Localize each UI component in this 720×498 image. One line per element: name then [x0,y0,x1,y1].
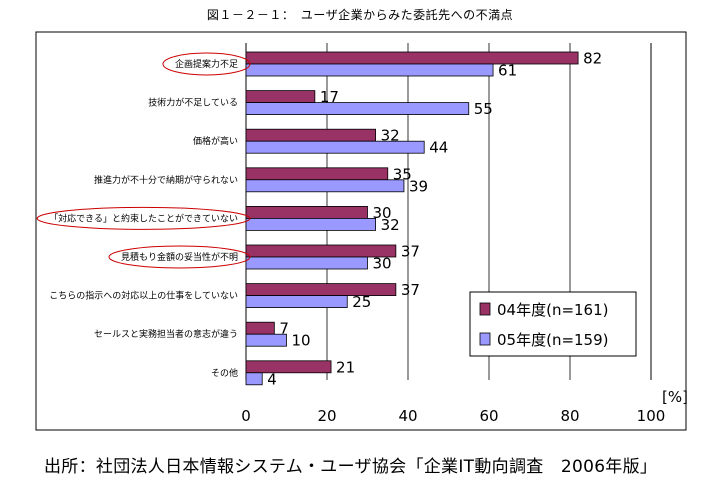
x-tick-label: 60 [479,407,498,425]
bar-04 [245,321,275,335]
bar-05 [245,295,348,309]
legend-swatch-04 [479,302,491,316]
bar-04 [245,90,316,103]
category-label: セールスと実務担当者の意志が違う [94,328,238,340]
bar-05 [245,372,263,386]
value-label: 17 [320,88,339,106]
category-label: こちらの指示への対応以上の仕事をしていない [49,290,238,302]
bar-05 [245,256,368,270]
bar-05 [245,333,287,347]
bar-05 [245,179,405,193]
chart-frame [35,31,687,431]
bar-05 [245,140,425,154]
value-label: 21 [336,358,355,376]
value-label: 39 [409,177,428,195]
bar-04 [245,205,368,219]
x-axis-unit-label: [%] [662,388,688,406]
value-label: 25 [352,293,371,311]
x-tick-label: 40 [398,407,417,425]
category-label: その他 [211,367,238,379]
value-label: 30 [373,204,392,222]
bar-04 [245,360,332,374]
highlight-ellipse [162,52,251,76]
bars [245,51,579,386]
chart-title: 図１－２－１： ユーザ企業からみた委託先への不満点 [206,8,514,22]
x-tick-label: 80 [560,407,579,425]
value-label: 44 [429,139,448,157]
legend-label-05: 05年度(n=159) [497,331,609,349]
highlight-ellipse [108,245,251,269]
bar-05 [245,102,470,115]
category-label: 価格が高い [193,135,238,147]
value-label: 4 [267,370,277,388]
bar-04 [245,283,397,297]
x-tick-label: 0 [241,407,251,425]
legend-swatch-05 [479,332,491,346]
legend: 04年度(n=161) 05年度(n=159) [469,291,637,357]
value-label: 30 [373,255,392,273]
value-label: 37 [401,243,420,261]
bar-04 [245,167,389,181]
highlight-ellipse [36,206,251,230]
x-tick-label: 20 [317,407,336,425]
value-label: 37 [401,281,420,299]
source-note: 出所：社団法人日本情報システム・ユーザ協会「企業IT動向調査 2006年版」 [44,457,658,477]
x-tick-label: 100 [637,407,666,425]
category-label: 企画提案力不足 [175,58,238,70]
value-label: 82 [583,50,602,68]
value-label: 61 [498,62,517,80]
category-labels: 企画提案力不足技術力が不足している価格が高い推進力が不十分で納期が守られない「対… [49,58,238,379]
value-label: 35 [393,165,412,183]
value-label: 32 [381,127,400,145]
bar-05 [245,217,377,231]
highlight-ellipses [36,52,251,269]
category-label: 見積もり金額の妥当性が不明 [121,251,238,263]
value-label: 32 [381,216,400,234]
legend-label-04: 04年度(n=161) [497,301,609,319]
bar-05 [245,63,494,77]
x-axis-ticks: 0 20 40 60 80 100 [241,407,665,425]
category-label: 「対応できる」と約束したことができていない [49,212,238,224]
category-label: 技術力が不足している [148,97,238,109]
category-label: 推進力が不十分で納期が守られない [94,174,238,186]
legend-box [469,291,637,357]
bar-04 [245,128,377,142]
bar-04 [245,51,579,65]
value-label: 10 [292,332,311,350]
value-label: 55 [474,100,493,118]
value-label: 7 [279,320,289,338]
